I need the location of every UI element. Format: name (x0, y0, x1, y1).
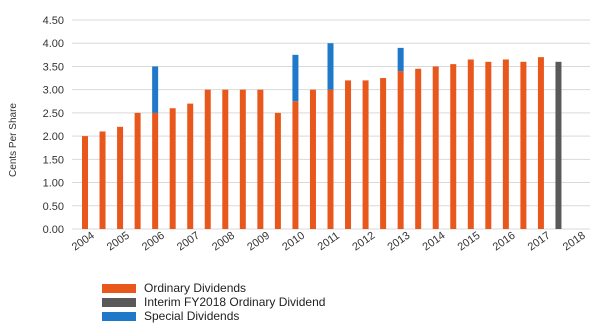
bar-ordinary (99, 131, 106, 229)
bar-ordinary (380, 78, 387, 229)
y-tick-label: 0.50 (43, 201, 64, 213)
legend-swatch-interim (102, 297, 136, 307)
y-tick-label: 4.00 (43, 38, 64, 50)
bar-ordinary (362, 80, 369, 229)
bar-ordinary (485, 61, 492, 229)
bar-ordinary (204, 89, 211, 230)
bar-ordinary (152, 112, 159, 229)
x-tick-label: 2007 (175, 230, 202, 254)
legend-item-ordinary: Ordinary Dividends (102, 281, 325, 295)
legend-swatch-ordinary (102, 283, 136, 293)
bar-ordinary (327, 89, 334, 230)
bar-ordinary (134, 112, 141, 229)
x-tick-label: 2004 (70, 230, 97, 254)
bar-ordinary (467, 59, 474, 229)
bar-ordinary (239, 89, 246, 230)
x-axis-ticks: 2004 2005 2006 2007 2008 2009 2010 2011 2012 2013… (70, 230, 588, 254)
bar-special (292, 54, 299, 102)
x-tick-label: 2014 (421, 230, 448, 254)
bar-ordinary (415, 68, 422, 230)
bar-ordinary (502, 59, 509, 229)
bar-ordinary (117, 126, 124, 229)
y-tick-label: 2.00 (43, 131, 64, 143)
bar-ordinary (292, 101, 299, 229)
bar-ordinary (345, 80, 352, 229)
y-tick-label: 1.50 (43, 154, 64, 166)
x-tick-label: 2016 (491, 230, 518, 254)
y-axis-ticks: 0.00 0.50 1.00 1.50 2.00 2.50 3.00 3.50 4.00 4.50 (43, 15, 64, 236)
bar-special (327, 43, 334, 90)
legend-swatch-special (102, 311, 136, 321)
bar-ordinary (169, 108, 176, 229)
legend-label-ordinary: Ordinary Dividends (144, 281, 247, 295)
x-tick-label: 2006 (140, 230, 167, 254)
y-tick-label: 1.00 (43, 178, 64, 190)
bar-ordinary (537, 57, 544, 230)
bar-ordinary (520, 61, 527, 229)
y-tick-label: 3.50 (43, 61, 64, 73)
legend: Ordinary Dividends Interim FY2018 Ordina… (102, 281, 325, 323)
bar-ordinary (432, 66, 439, 229)
bars (82, 43, 562, 230)
bar-ordinary (274, 112, 281, 229)
x-tick-label: 2005 (105, 230, 132, 254)
bar-ordinary (187, 103, 194, 229)
bar-interim (555, 61, 562, 229)
bar-special (397, 47, 404, 72)
x-tick-label: 2009 (245, 230, 272, 254)
bar-special (152, 66, 159, 113)
x-tick-label: 2010 (280, 230, 307, 254)
y-tick-label: 0.00 (43, 224, 64, 236)
x-tick-label: 2015 (456, 230, 483, 254)
legend-item-special: Special Dividends (102, 309, 325, 323)
x-tick-label: 2008 (210, 230, 237, 254)
y-tick-label: 2.50 (43, 108, 64, 120)
bar-ordinary (222, 89, 229, 230)
bar-ordinary (82, 136, 88, 229)
legend-label-special: Special Dividends (144, 309, 240, 323)
x-tick-label: 2017 (526, 230, 553, 254)
bar-ordinary (397, 71, 404, 229)
legend-item-interim: Interim FY2018 Ordinary Dividend (102, 295, 325, 309)
bar-ordinary (309, 89, 316, 230)
x-tick-label: 2012 (350, 230, 377, 254)
x-tick-label: 2011 (316, 230, 342, 253)
dividend-chart: 0.00 0.50 1.00 1.50 2.00 2.50 3.00 3.50 4.00 4.50… (8, 15, 590, 254)
y-tick-label: 4.50 (43, 15, 64, 27)
x-tick-label: 2018 (561, 230, 588, 254)
bar-ordinary (257, 89, 264, 230)
y-tick-label: 3.00 (43, 85, 64, 97)
bar-ordinary (450, 64, 457, 229)
y-axis-label: Cents Per Share (8, 103, 19, 177)
x-tick-label: 2013 (385, 230, 412, 254)
legend-label-interim: Interim FY2018 Ordinary Dividend (144, 295, 326, 309)
